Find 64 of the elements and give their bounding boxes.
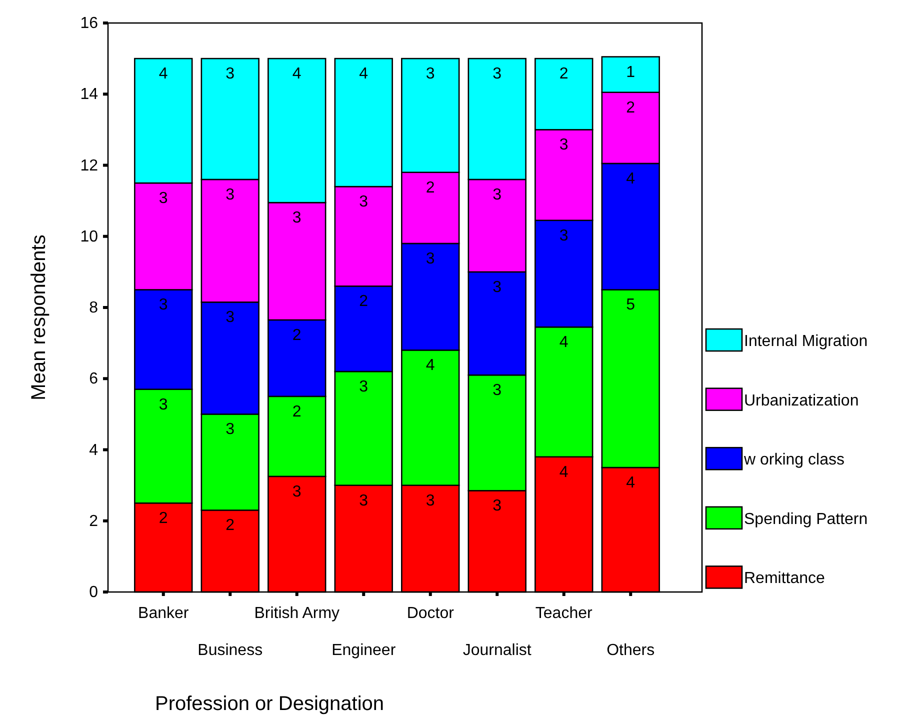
data-label: 3 (559, 136, 568, 154)
legend-label: Internal Migration (744, 333, 868, 350)
data-label: 2 (559, 66, 568, 83)
x-tick-label: Doctor (406, 605, 455, 622)
x-axis-title: Profession or Designation (155, 693, 384, 715)
data-label: 3 (292, 210, 302, 227)
data-label: 3 (492, 278, 502, 296)
y-axis-title: Mean respondents (28, 234, 50, 400)
data-label: 3 (492, 66, 502, 83)
data-label: 3 (359, 194, 368, 211)
data-label: 2 (359, 293, 368, 310)
data-label: 3 (158, 190, 168, 208)
data-label: 3 (426, 492, 435, 510)
data-label: 3 (426, 66, 435, 83)
y-tick-label: 12 (80, 157, 98, 174)
data-label: 4 (559, 464, 568, 481)
data-label: 5 (626, 296, 636, 314)
legend-label: Remittance (744, 570, 826, 588)
y-tick-label: 10 (80, 228, 98, 246)
data-label: 2 (626, 99, 636, 116)
data-label: 1 (626, 64, 636, 81)
data-label: 3 (226, 186, 235, 204)
data-label: 3 (226, 309, 235, 326)
data-label: 2 (426, 179, 435, 196)
x-tick-label: Business (198, 642, 263, 659)
data-label: 3 (158, 296, 168, 314)
data-label: 2 (226, 517, 235, 534)
y-tick-label: 6 (89, 370, 98, 388)
data-label: 4 (426, 357, 435, 374)
y-tick-label: 0 (89, 584, 98, 601)
data-label: 2 (158, 510, 168, 528)
data-label: 4 (626, 170, 636, 188)
x-tick-label: British Army (254, 605, 340, 622)
data-label: 3 (292, 483, 302, 500)
data-label: 3 (226, 66, 235, 83)
x-tick-label: Teacher (535, 605, 594, 622)
x-tick-label: Engineer (332, 642, 396, 659)
y-tick-label: 2 (89, 512, 98, 530)
data-label: 3 (492, 382, 502, 400)
x-tick-label: Others (606, 642, 655, 659)
legend-label: w orking class (743, 452, 844, 469)
y-tick-label: 8 (89, 300, 98, 316)
data-label: 2 (292, 326, 302, 344)
data-label: 3 (158, 396, 168, 414)
data-label: 4 (626, 474, 636, 492)
data-label: 3 (492, 498, 502, 515)
y-tick-label: 14 (80, 86, 98, 104)
data-label: 3 (359, 378, 368, 396)
legend-label: Urbanizatization (744, 392, 859, 410)
data-label: 4 (359, 66, 368, 83)
data-label: 4 (292, 66, 302, 83)
x-tick-label: Journalist (462, 642, 532, 659)
data-label: 2 (292, 403, 302, 420)
y-tick-label: 16 (80, 15, 98, 32)
x-tick-label: Banker (138, 605, 190, 622)
data-label: 3 (226, 421, 235, 438)
y-tick-label: 4 (89, 442, 98, 459)
data-label: 4 (158, 66, 168, 83)
data-label: 4 (559, 334, 568, 352)
data-label: 3 (492, 186, 502, 204)
data-label: 3 (559, 227, 568, 244)
data-label: 3 (426, 250, 435, 268)
legend-label: Spending Pattern (744, 510, 868, 528)
data-label: 3 (359, 492, 368, 510)
